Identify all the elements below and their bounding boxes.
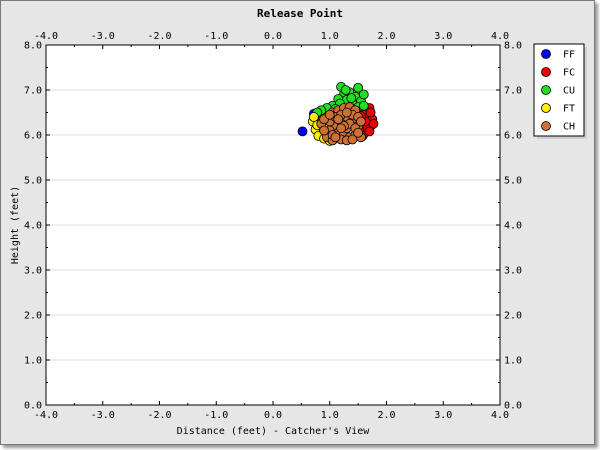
y-tick-label-right: 1.0	[504, 356, 522, 367]
point-ch	[333, 114, 344, 125]
x-tick-label-top: -3.0	[91, 31, 115, 42]
legend-marker-ft	[541, 103, 551, 113]
legend-marker-ff	[541, 49, 551, 59]
x-tick-label-bottom: -3.0	[91, 410, 115, 421]
y-tick-label-right: 2.0	[504, 311, 522, 322]
y-tick-label-right: 0.0	[504, 401, 522, 412]
y-tick-label-left: 6.0	[24, 131, 42, 142]
y-tick-label-left: 5.0	[24, 176, 42, 187]
y-tick-label-left: 7.0	[24, 86, 42, 97]
point-ch	[356, 116, 366, 127]
point-ch	[347, 134, 358, 145]
legend-label-ff: FF	[563, 50, 575, 61]
point-cu	[353, 82, 364, 93]
y-tick-label-left: 8.0	[24, 41, 42, 52]
y-tick-label-right: 7.0	[504, 86, 522, 97]
y-tick-label-left: 3.0	[24, 266, 42, 277]
y-tick-label-right: 8.0	[504, 41, 522, 52]
x-axis-label: Distance (feet) - Catcher's View	[177, 426, 371, 437]
tick-labels: 0.0 0.0 1.0 1.0 2.0 2.0 3.0 3.0 4.0 4.0 5.0 5.0 6.0 6…	[24, 31, 522, 421]
x-tick-label-bottom: -2.0	[147, 410, 171, 421]
point-ch	[353, 127, 364, 138]
y-tick-label-left: 0.0	[24, 401, 42, 412]
y-tick-label-left: 4.0	[24, 221, 42, 232]
x-tick-label-bottom: 4.0	[491, 410, 509, 421]
y-axis-label: Height (feet)	[10, 186, 21, 264]
chart-title: Release Point	[257, 7, 343, 20]
point-ch	[324, 109, 335, 120]
legend-marker-cu	[541, 85, 551, 95]
x-tick-label-bottom: 0.0	[264, 410, 282, 421]
point-fc	[364, 126, 375, 137]
x-tick-label-top: -2.0	[147, 31, 171, 42]
legend-marker-ch	[541, 121, 551, 131]
legend-label-ch: CH	[563, 122, 575, 133]
y-tick-label-right: 5.0	[504, 176, 522, 187]
point-cu	[358, 100, 369, 111]
point-cu	[346, 93, 357, 103]
x-tick-label-bottom: 2.0	[377, 410, 395, 421]
y-tick-label-right: 4.0	[504, 221, 522, 232]
point-fc	[365, 107, 376, 118]
x-tick-label-bottom: -4.0	[34, 410, 58, 421]
legend-label-fc: FC	[563, 68, 575, 79]
x-tick-label-top: 1.0	[321, 31, 339, 42]
y-tick-label-left: 2.0	[24, 311, 42, 322]
gridlines	[46, 89, 500, 361]
legend-label-ft: FT	[563, 104, 575, 115]
point-ff	[297, 126, 308, 137]
y-tick-label-right: 6.0	[504, 131, 522, 142]
legend-marker-fc	[541, 67, 551, 77]
y-tick-label-left: 1.0	[24, 356, 42, 367]
point-cu	[340, 85, 351, 95]
point-ch	[336, 123, 347, 134]
x-tick-label-bottom: 3.0	[434, 410, 452, 421]
point-ft	[308, 112, 319, 122]
x-tick-label-bottom: -1.0	[204, 410, 228, 421]
legend: FF FC CU FT CH	[533, 43, 587, 139]
x-tick-label-top: 0.0	[264, 31, 282, 42]
point-ch	[319, 125, 329, 136]
axis-ticks	[45, 44, 501, 406]
x-tick-label-top: -4.0	[34, 31, 58, 42]
y-tick-label-right: 3.0	[504, 266, 522, 277]
x-tick-label-top: 3.0	[434, 31, 452, 42]
point-ch	[341, 107, 352, 118]
x-tick-label-top: -1.0	[204, 31, 228, 42]
x-tick-label-top: 4.0	[491, 31, 509, 42]
scatter-points	[297, 81, 379, 146]
point-cu	[358, 89, 369, 100]
x-tick-label-top: 2.0	[377, 31, 395, 42]
legend-label-cu: CU	[563, 86, 575, 97]
point-ch	[330, 132, 341, 143]
x-tick-label-bottom: 1.0	[321, 410, 339, 421]
